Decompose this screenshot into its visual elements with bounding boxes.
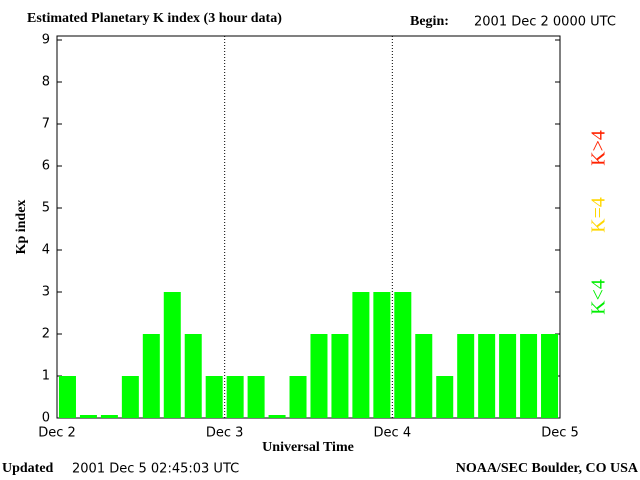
y-tick-label: 4 — [42, 243, 50, 258]
bar — [268, 415, 286, 418]
bar — [436, 376, 454, 418]
legend-entry: K=4 — [588, 197, 610, 233]
bar — [163, 292, 181, 418]
bar — [79, 415, 97, 418]
y-tick-label: 1 — [42, 369, 50, 384]
plot-frame — [56, 35, 561, 419]
chart-title: Estimated Planetary K index (3 hour data… — [27, 11, 282, 26]
y-tick-label: 5 — [42, 201, 50, 216]
bar — [352, 292, 370, 418]
bar — [121, 376, 139, 418]
legend-entry: K>4 — [588, 130, 610, 166]
legend-entry: K<4 — [588, 279, 610, 315]
begin-label: Begin: — [410, 14, 449, 29]
bar — [58, 376, 76, 418]
y-tick-label: 0 — [42, 411, 50, 426]
x-tick-label: Dec 4 — [374, 426, 412, 441]
bar — [520, 334, 538, 418]
bar — [499, 334, 517, 418]
updated-value: 2001 Dec 5 02:45:03 UTC — [72, 462, 239, 477]
x-tick-label: Dec 5 — [541, 426, 579, 441]
bar — [415, 334, 433, 418]
bar — [247, 376, 265, 418]
bar — [100, 415, 118, 418]
y-tick-label: 3 — [42, 285, 50, 300]
bar — [457, 334, 475, 418]
begin-value: 2001 Dec 2 0000 UTC — [474, 15, 616, 30]
y-axis-label: Kp index — [14, 200, 29, 255]
bar — [205, 376, 223, 418]
y-tick-label: 6 — [42, 159, 50, 174]
y-tick-label: 8 — [42, 75, 50, 90]
y-tick-label: 9 — [42, 33, 50, 48]
y-tick-label: 7 — [42, 117, 50, 132]
bar — [289, 376, 307, 418]
bar — [331, 334, 349, 418]
updated-label: Updated — [2, 461, 54, 476]
bar — [142, 334, 160, 418]
bar — [478, 334, 496, 418]
bar — [541, 334, 559, 418]
x-tick-label: Dec 3 — [206, 426, 244, 441]
x-tick-label: Dec 2 — [38, 426, 76, 441]
x-axis-label: Universal Time — [262, 440, 354, 455]
bar — [184, 334, 202, 418]
bar — [394, 292, 412, 418]
bar — [226, 376, 244, 418]
y-tick-label: 2 — [42, 327, 50, 342]
source: NOAA/SEC Boulder, CO USA — [456, 461, 639, 476]
bar — [373, 292, 391, 418]
bar — [310, 334, 328, 418]
